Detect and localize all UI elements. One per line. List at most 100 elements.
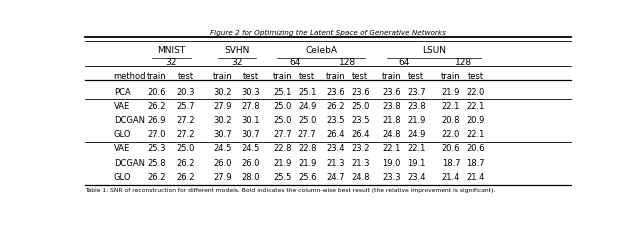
Text: 27.9: 27.9 [214, 173, 232, 182]
Text: 25.0: 25.0 [298, 116, 316, 125]
Text: VAE: VAE [114, 102, 130, 111]
Text: 23.4: 23.4 [407, 173, 426, 182]
Text: 25.3: 25.3 [148, 144, 166, 153]
Text: 32: 32 [231, 58, 243, 67]
Text: 26.4: 26.4 [351, 130, 369, 139]
Text: 26.2: 26.2 [177, 159, 195, 168]
Text: 24.8: 24.8 [382, 130, 401, 139]
Text: 20.6: 20.6 [467, 144, 485, 153]
Text: 30.7: 30.7 [214, 130, 232, 139]
Text: 22.0: 22.0 [442, 130, 460, 139]
Text: 25.5: 25.5 [273, 173, 292, 182]
Text: 25.7: 25.7 [177, 102, 195, 111]
Text: 24.9: 24.9 [407, 130, 426, 139]
Text: 23.6: 23.6 [326, 88, 345, 97]
Text: 22.1: 22.1 [467, 130, 485, 139]
Text: 23.8: 23.8 [382, 102, 401, 111]
Text: 23.6: 23.6 [351, 88, 369, 97]
Text: 27.8: 27.8 [241, 102, 260, 111]
Text: 30.2: 30.2 [214, 88, 232, 97]
Text: train: train [273, 72, 292, 81]
Text: 25.1: 25.1 [298, 88, 316, 97]
Text: 22.8: 22.8 [273, 144, 292, 153]
Text: train: train [381, 72, 401, 81]
Text: 25.0: 25.0 [273, 102, 292, 111]
Text: 64: 64 [398, 58, 410, 67]
Text: 23.3: 23.3 [382, 173, 401, 182]
Text: Figure 2 for Optimizing the Latent Space of Generative Networks: Figure 2 for Optimizing the Latent Space… [210, 30, 446, 36]
Text: 22.1: 22.1 [382, 144, 401, 153]
Text: DCGAN: DCGAN [114, 116, 145, 125]
Text: DCGAN: DCGAN [114, 159, 145, 168]
Text: method: method [114, 72, 146, 81]
Text: 22.1: 22.1 [442, 102, 460, 111]
Text: train: train [213, 72, 233, 81]
Text: 18.7: 18.7 [467, 159, 485, 168]
Text: 26.0: 26.0 [214, 159, 232, 168]
Text: 24.9: 24.9 [298, 102, 316, 111]
Text: 25.0: 25.0 [351, 102, 369, 111]
Text: 20.3: 20.3 [177, 88, 195, 97]
Text: 21.9: 21.9 [273, 159, 292, 168]
Text: train: train [147, 72, 166, 81]
Text: test: test [243, 72, 259, 81]
Text: 26.9: 26.9 [148, 116, 166, 125]
Text: 23.5: 23.5 [351, 116, 369, 125]
Text: 20.6: 20.6 [442, 144, 460, 153]
Text: 27.2: 27.2 [177, 116, 195, 125]
Text: 30.7: 30.7 [241, 130, 260, 139]
Text: 30.3: 30.3 [241, 88, 260, 97]
Text: MNIST: MNIST [157, 46, 186, 55]
Text: 21.3: 21.3 [351, 159, 369, 168]
Text: 25.0: 25.0 [273, 116, 292, 125]
Text: CelebA: CelebA [305, 46, 337, 55]
Text: 26.2: 26.2 [177, 173, 195, 182]
Text: SVHN: SVHN [224, 46, 250, 55]
Text: 20.6: 20.6 [148, 88, 166, 97]
Text: 22.0: 22.0 [467, 88, 485, 97]
Text: 22.8: 22.8 [298, 144, 316, 153]
Text: train: train [441, 72, 461, 81]
Text: 23.2: 23.2 [351, 144, 369, 153]
Text: 27.7: 27.7 [273, 130, 292, 139]
Text: 21.9: 21.9 [442, 88, 460, 97]
Text: 26.0: 26.0 [241, 159, 260, 168]
Text: 128: 128 [455, 58, 472, 67]
Text: 23.7: 23.7 [407, 88, 426, 97]
Text: 24.8: 24.8 [351, 173, 369, 182]
Text: test: test [177, 72, 194, 81]
Text: 30.2: 30.2 [214, 116, 232, 125]
Text: 20.8: 20.8 [442, 116, 460, 125]
Text: 26.2: 26.2 [148, 102, 166, 111]
Text: 22.1: 22.1 [467, 102, 485, 111]
Text: 27.2: 27.2 [177, 130, 195, 139]
Text: 23.5: 23.5 [326, 116, 345, 125]
Text: test: test [408, 72, 424, 81]
Text: 23.4: 23.4 [326, 144, 345, 153]
Text: 27.7: 27.7 [298, 130, 317, 139]
Text: 23.8: 23.8 [407, 102, 426, 111]
Text: 26.2: 26.2 [326, 102, 345, 111]
Text: 30.1: 30.1 [241, 116, 260, 125]
Text: 21.9: 21.9 [407, 116, 426, 125]
Text: 21.4: 21.4 [442, 173, 460, 182]
Text: PCA: PCA [114, 88, 131, 97]
Text: 64: 64 [289, 58, 300, 67]
Text: 19.1: 19.1 [407, 159, 426, 168]
Text: 27.9: 27.9 [214, 102, 232, 111]
Text: 28.0: 28.0 [241, 173, 260, 182]
Text: 24.5: 24.5 [214, 144, 232, 153]
Text: 20.9: 20.9 [467, 116, 485, 125]
Text: 27.0: 27.0 [148, 130, 166, 139]
Text: VAE: VAE [114, 144, 130, 153]
Text: test: test [352, 72, 368, 81]
Text: 25.0: 25.0 [177, 144, 195, 153]
Text: 24.7: 24.7 [326, 173, 345, 182]
Text: 23.6: 23.6 [382, 88, 401, 97]
Text: LSUN: LSUN [422, 46, 445, 55]
Text: GLO: GLO [114, 130, 131, 139]
Text: 26.2: 26.2 [148, 173, 166, 182]
Text: 24.5: 24.5 [241, 144, 260, 153]
Text: 21.8: 21.8 [382, 116, 401, 125]
Text: Table 1: SNR of reconstruction for different models. Bold indicates the column-w: Table 1: SNR of reconstruction for diffe… [85, 188, 495, 193]
